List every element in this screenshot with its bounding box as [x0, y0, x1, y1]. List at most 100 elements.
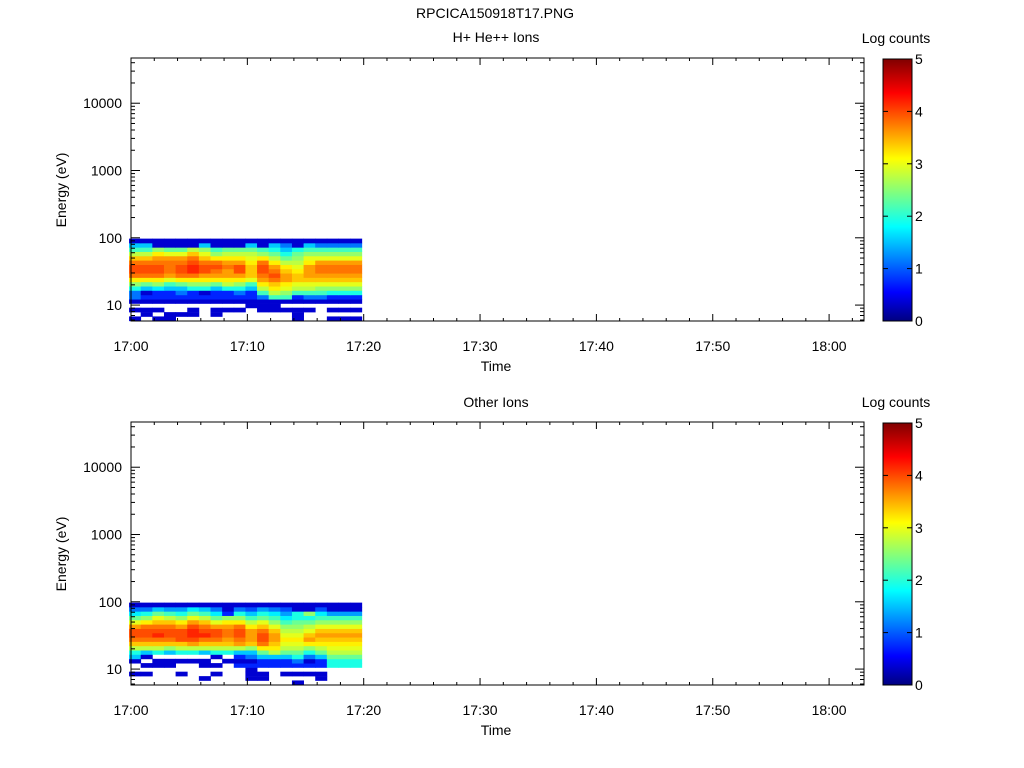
heatmap-cell: [152, 316, 165, 322]
heatmap-cell: [291, 290, 304, 296]
heatmap-cell: [187, 307, 200, 313]
heatmap-cell: [222, 251, 235, 257]
heatmap-cell: [210, 602, 223, 608]
heatmap-cell: [233, 242, 246, 248]
heatmap-cell: [233, 247, 246, 252]
heatmap-cell: [257, 611, 270, 616]
heatmap-cell: [163, 615, 176, 621]
heatmap-cell: [338, 251, 351, 257]
heatmap-cell: [140, 312, 153, 317]
heatmap-cell: [129, 247, 142, 252]
heatmap-cell: [280, 658, 293, 664]
heatmap-cell: [268, 290, 281, 296]
colorbar-tick-label: 1: [915, 625, 923, 641]
heatmap-cell: [326, 277, 339, 283]
heatmap-cell: [303, 251, 316, 257]
heatmap-cell: [222, 650, 235, 655]
heatmap-cell: [350, 242, 363, 248]
colorbar-tick-label: 5: [915, 51, 923, 67]
heatmap-cell: [291, 281, 304, 287]
heatmap-cell: [291, 307, 304, 313]
heatmap-cell: [350, 277, 363, 283]
heatmap-cell: [175, 273, 188, 278]
heatmap-cell: [245, 606, 258, 612]
heatmap-cell: [187, 611, 200, 616]
heatmap-cell: [222, 242, 235, 248]
heatmap-cell: [233, 286, 246, 291]
heatmap-cell: [326, 286, 339, 291]
heatmap-cell: [222, 281, 235, 287]
heatmap-cell: [198, 260, 211, 265]
heatmap-cell: [222, 628, 235, 634]
heatmap-cell: [257, 619, 270, 625]
heatmap-cell: [257, 294, 270, 300]
heatmap-cell: [233, 606, 246, 612]
heatmap-cell: [140, 645, 153, 651]
heatmap-cell: [280, 671, 293, 677]
heatmap-cell: [280, 632, 293, 638]
heatmap-cell: [175, 615, 188, 621]
heatmap-cell: [222, 641, 235, 647]
heatmap-cell: [280, 307, 293, 313]
heatmap-cell: [291, 619, 304, 625]
heatmap-cell: [198, 641, 211, 647]
heatmap-cell: [268, 277, 281, 283]
heatmap-cell: [268, 242, 281, 248]
heatmap-cell: [129, 307, 142, 313]
heatmap-cell: [187, 658, 200, 664]
heatmap-cell: [303, 290, 316, 296]
y-tick-label: 10000: [83, 459, 122, 475]
heatmap-cell: [350, 316, 363, 322]
heatmap-cell: [222, 624, 235, 629]
heatmap-cell: [198, 264, 211, 270]
heatmap-cell: [315, 671, 328, 677]
x-axis-label: Time: [481, 722, 512, 738]
heatmap-cell: [210, 615, 223, 621]
heatmap-cell: [326, 602, 339, 608]
y-tick-label: 10: [106, 297, 122, 313]
heatmap-cell: [163, 316, 176, 322]
heatmap-cell: [198, 294, 211, 300]
heatmap-cell: [163, 628, 176, 634]
heatmap-cell: [222, 606, 235, 612]
heatmap-cell: [222, 268, 235, 274]
heatmap-cell: [291, 628, 304, 634]
heatmap-cell: [303, 286, 316, 291]
heatmap-cell: [210, 641, 223, 647]
heatmap-cell: [129, 602, 142, 608]
heatmap-cell: [257, 290, 270, 296]
heatmap-cell: [140, 663, 153, 668]
heatmap-cell: [245, 611, 258, 616]
x-tick-label: 17:20: [346, 338, 381, 354]
heatmap-cell: [326, 663, 339, 668]
panel-h-he-ions: H+ He++ Ions 17:00 17:10 17:20 17:30 17:40 17…: [53, 29, 930, 374]
heatmap-cell: [326, 251, 339, 257]
heatmap-cell: [315, 286, 328, 291]
heatmap-cell: [268, 247, 281, 252]
heatmap-cell: [245, 632, 258, 638]
heatmap-cell: [268, 251, 281, 257]
heatmap-cell: [163, 602, 176, 608]
colorbar-tick-label: 4: [915, 103, 923, 119]
heatmap-cell: [175, 251, 188, 257]
heatmap-cell: [291, 632, 304, 638]
heatmap-cell: [175, 606, 188, 612]
heatmap-cell: [350, 268, 363, 274]
heatmap-cell: [245, 676, 258, 681]
heatmap-cell: [129, 628, 142, 634]
heatmap-cell: [198, 632, 211, 638]
heatmap-cell: [198, 251, 211, 257]
heatmap-cell: [140, 671, 153, 677]
heatmap-cell: [198, 273, 211, 278]
heatmap-cell: [350, 628, 363, 634]
heatmap-cell: [257, 268, 270, 274]
y-axis-label: Energy (eV): [53, 517, 69, 592]
heatmap-cell: [315, 299, 328, 304]
heatmap-cell: [187, 264, 200, 270]
heatmap-cell: [245, 619, 258, 625]
heatmap-cell: [257, 260, 270, 265]
heatmap-cell: [140, 619, 153, 625]
heatmap-cell: [198, 628, 211, 634]
heatmap-cell: [303, 268, 316, 274]
heatmap-cell: [233, 260, 246, 265]
